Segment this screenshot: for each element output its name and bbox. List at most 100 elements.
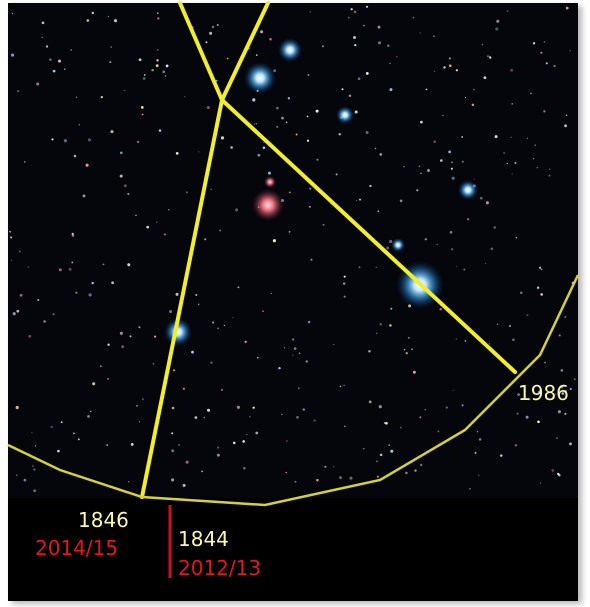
star xyxy=(389,63,390,64)
star xyxy=(139,58,142,61)
star xyxy=(268,172,271,175)
star xyxy=(176,152,179,155)
star xyxy=(438,431,440,433)
star xyxy=(309,206,311,208)
star xyxy=(221,389,223,391)
star xyxy=(142,398,144,400)
star xyxy=(281,414,282,415)
star xyxy=(72,233,74,235)
star xyxy=(512,103,513,104)
star xyxy=(296,134,298,136)
star xyxy=(487,55,489,57)
star xyxy=(440,159,443,162)
star xyxy=(173,369,175,371)
star xyxy=(408,337,410,339)
star xyxy=(89,293,92,296)
star xyxy=(157,49,158,50)
star xyxy=(559,334,561,336)
star xyxy=(221,136,224,139)
star xyxy=(292,355,293,356)
star xyxy=(142,114,144,116)
star xyxy=(146,226,149,229)
star xyxy=(390,450,393,453)
star xyxy=(88,138,91,141)
star xyxy=(452,390,453,391)
star xyxy=(540,483,541,484)
star xyxy=(198,151,199,152)
star xyxy=(564,413,566,415)
star xyxy=(75,292,77,294)
star xyxy=(425,238,427,240)
star xyxy=(61,421,63,423)
star xyxy=(451,248,453,250)
star xyxy=(183,484,186,487)
star xyxy=(296,416,299,419)
star xyxy=(298,387,300,389)
star xyxy=(512,338,515,341)
star xyxy=(389,324,392,327)
star xyxy=(235,208,238,211)
star xyxy=(489,56,491,58)
star xyxy=(36,83,39,86)
star xyxy=(10,236,12,238)
star xyxy=(356,200,357,201)
star xyxy=(165,75,167,77)
star xyxy=(237,286,239,288)
star xyxy=(353,36,356,39)
star xyxy=(503,152,505,154)
star xyxy=(477,431,478,432)
star xyxy=(500,454,502,456)
star xyxy=(269,38,272,41)
star xyxy=(548,175,550,177)
star xyxy=(363,25,364,26)
star xyxy=(366,6,368,8)
star xyxy=(475,452,477,454)
star xyxy=(340,386,341,387)
star xyxy=(359,199,361,201)
star xyxy=(87,415,90,418)
star xyxy=(28,335,31,338)
star xyxy=(288,97,290,99)
star xyxy=(83,194,86,197)
star xyxy=(436,244,437,245)
star xyxy=(227,58,229,60)
star xyxy=(31,432,32,433)
star xyxy=(413,371,416,374)
label: 1846 xyxy=(78,508,129,532)
star xyxy=(254,123,255,124)
star xyxy=(307,116,309,118)
star xyxy=(569,443,572,446)
star xyxy=(263,142,264,143)
star xyxy=(512,173,513,174)
star xyxy=(404,349,405,350)
star xyxy=(406,352,408,354)
star xyxy=(24,161,26,163)
star xyxy=(465,340,467,342)
star xyxy=(260,30,263,33)
star xyxy=(217,24,219,26)
star xyxy=(316,479,319,482)
star xyxy=(433,140,435,142)
star xyxy=(427,169,430,172)
star xyxy=(162,70,165,73)
star xyxy=(78,438,80,440)
star xyxy=(108,16,109,17)
star xyxy=(271,293,272,294)
star xyxy=(442,115,443,116)
star xyxy=(533,42,535,44)
star xyxy=(309,188,311,190)
star xyxy=(366,131,369,134)
star xyxy=(526,416,529,419)
star xyxy=(420,464,422,466)
star xyxy=(507,163,508,164)
star xyxy=(106,444,108,446)
star xyxy=(9,231,11,233)
star xyxy=(351,8,353,10)
star xyxy=(449,57,451,59)
star xyxy=(376,461,377,462)
star xyxy=(154,335,156,337)
star xyxy=(258,154,261,157)
star xyxy=(368,350,370,352)
star xyxy=(434,71,435,72)
star xyxy=(473,89,474,90)
